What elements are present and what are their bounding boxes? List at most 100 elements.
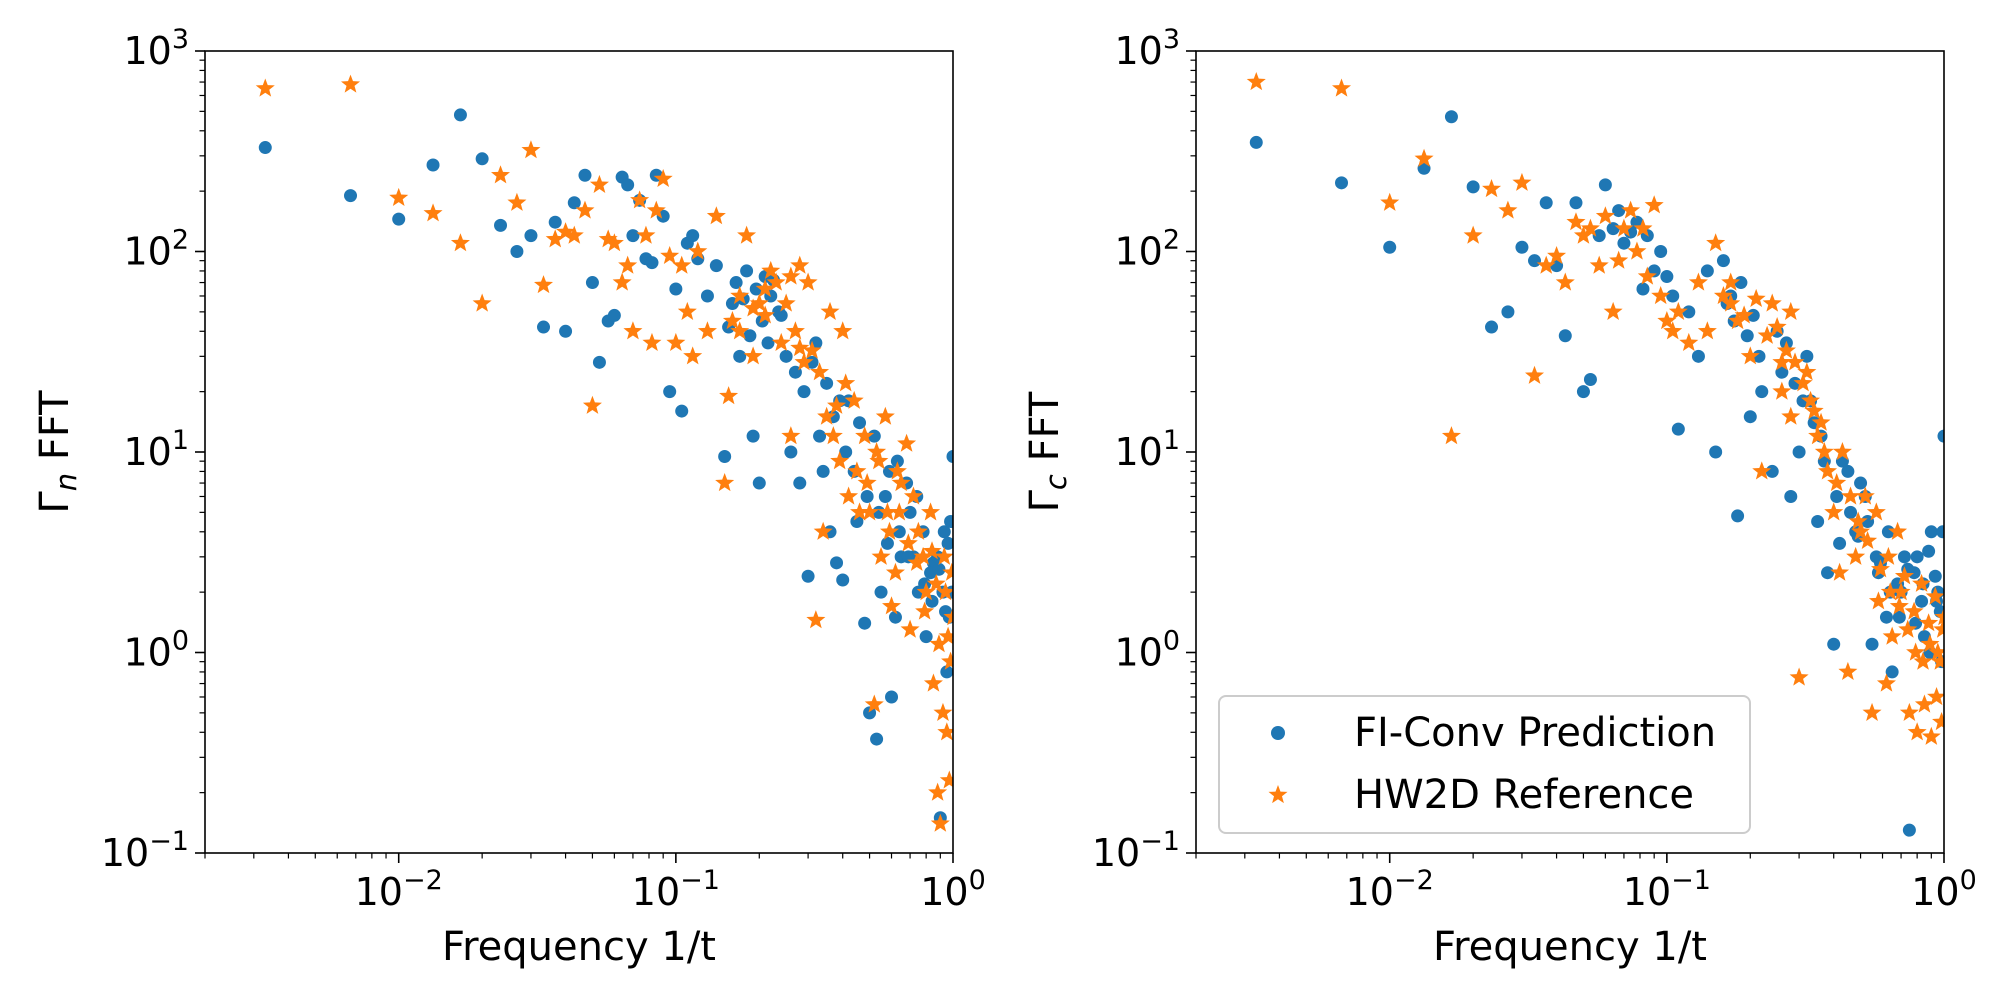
left-prediction-point [675,404,689,418]
right-reference-point [1721,293,1741,312]
left-reference-point [813,521,833,540]
left-reference-point [897,433,917,452]
left-prediction-point [937,525,951,539]
right-x-tick-label: 100 [1911,865,1977,914]
right-reference-point [1785,352,1805,371]
left-y-axis-label: Γn FFT [32,390,83,514]
left-reference-point [806,610,826,629]
left-reference-point [830,451,850,470]
right-prediction-point [1335,176,1349,190]
left-reference-point [869,451,889,470]
right-reference-point [1772,381,1792,400]
right-prediction-point [1716,254,1730,268]
left-reference-point [706,206,726,225]
left-prediction-point [344,189,358,203]
right-prediction-point [1654,245,1668,258]
left-reference-point [916,582,936,601]
left-reference-point [507,192,527,211]
right-reference-point [1589,255,1609,274]
right-reference-point [1713,285,1733,305]
left-reference-point [926,573,946,592]
left-prediction-point [779,349,793,363]
left-prediction-point [740,264,754,278]
right-reference-point [1919,613,1939,632]
left-reference-point [636,225,656,244]
right-reference-point [1797,362,1817,381]
right-reference-point [1827,473,1847,492]
left-reference-point [871,546,891,565]
left-x-tick-label: 100 [920,865,986,914]
right-prediction-point [1830,489,1844,503]
right-reference-point [1818,461,1838,480]
left-reference-point [860,502,880,521]
right-prediction-point [1598,178,1612,192]
right-reference-point [1498,200,1518,219]
left-reference-point [677,301,697,320]
right-prediction-point [1827,637,1841,651]
left-prediction-point [801,569,815,583]
right-reference-point [1706,233,1726,252]
right-prediction-point [1897,550,1911,564]
right-prediction-point [1501,305,1515,319]
right-panel: 10−2 10−1 100 10−1 100 101 102 103 Frequency 1/… [1022,24,1977,970]
right-reference-point [1637,266,1657,285]
left-reference-point [844,390,864,409]
left-reference-point [943,607,953,626]
right-y-tick-label: 100 [1114,626,1180,675]
left-reference-point [623,321,643,340]
left-reference-point [922,541,942,560]
left-reference-point [722,311,742,330]
right-reference-point [1603,301,1623,320]
left-reference-point [660,245,680,265]
left-reference-point [719,386,739,405]
right-reference-point [1921,726,1941,745]
right-x-axis-label: Frequency 1/t [1433,924,1707,970]
right-reference-point [1757,325,1777,344]
right-prediction-point [1784,489,1798,503]
right-reference-point [1663,321,1683,340]
right-prediction-point [1765,464,1779,478]
right-reference-point [1525,365,1545,384]
left-reference-point [776,293,796,312]
right-reference-point [1721,272,1741,291]
right-panel-marks [1246,72,1944,837]
right-prediction-point [1444,110,1458,124]
left-prediction-point [919,630,933,644]
right-reference-point [1414,148,1434,167]
right-y-tick-label: 102 [1114,225,1180,274]
left-prediction-point [494,218,508,232]
right-reference-point [1627,241,1647,260]
right-prediction-point [1746,308,1760,322]
right-prediction-point [1915,594,1929,608]
left-reference-point [646,200,666,219]
left-prediction-point [946,449,953,463]
left-prediction-point [559,324,573,338]
legend-marker-prediction [1271,726,1285,740]
left-prediction-point [850,515,864,529]
right-reference-point [1781,406,1801,425]
right-reference-point [1246,72,1266,91]
right-prediction-point [1879,610,1893,624]
legend-label-prediction: FI-Conv Prediction [1354,710,1716,756]
right-prediction-point [1937,429,1944,443]
right-reference-point [1891,582,1911,601]
right-reference-point [1781,301,1801,320]
left-prediction-point [932,562,946,576]
right-reference-point [1679,332,1699,351]
left-prediction-point [888,610,902,624]
right-prediction-point [1515,240,1529,254]
right-reference-point [1914,694,1934,713]
left-reference-point [823,426,843,445]
left-reference-point [923,673,943,692]
left-reference-point [790,255,810,274]
right-reference-point [1870,559,1890,578]
right-prediction-point [1731,509,1745,523]
left-reference-point [582,395,602,414]
right-reference-point [1566,212,1586,231]
left-prediction-point [743,329,757,343]
right-y-tick-label: 10−1 [1092,826,1180,875]
right-reference-point [1808,426,1828,445]
right-reference-point [1925,586,1944,605]
left-prediction-point [453,108,467,122]
right-prediction-point [1550,259,1564,273]
